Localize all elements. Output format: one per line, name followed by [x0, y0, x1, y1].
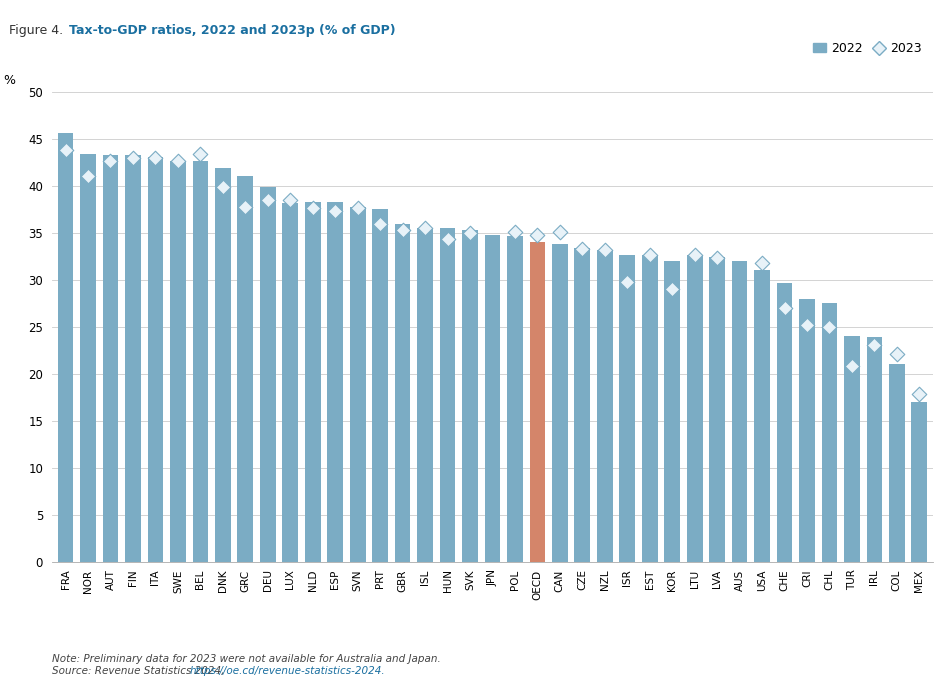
Point — [58, 145, 73, 156]
Bar — [911, 402, 927, 562]
Point — [238, 201, 253, 212]
Bar — [418, 228, 433, 562]
Point — [215, 181, 230, 192]
Point — [103, 155, 118, 166]
Point — [777, 302, 792, 313]
Bar — [575, 248, 590, 562]
Point — [305, 202, 320, 213]
Bar — [462, 230, 478, 562]
Bar — [777, 283, 793, 562]
Bar — [664, 261, 680, 562]
Point — [619, 276, 634, 287]
Bar — [395, 225, 410, 562]
Point — [552, 227, 567, 238]
Point — [170, 155, 186, 166]
Point — [912, 388, 927, 399]
Bar — [844, 336, 860, 562]
Point — [665, 284, 680, 295]
Bar — [192, 161, 208, 562]
Bar — [215, 168, 231, 562]
Bar — [597, 250, 613, 562]
Bar — [349, 206, 366, 562]
Bar — [642, 255, 657, 562]
Point — [350, 202, 366, 213]
Bar — [889, 364, 904, 562]
Point — [688, 250, 703, 261]
Point — [822, 321, 837, 332]
Point — [598, 244, 613, 255]
Text: https://oe.cd/revenue-statistics-2024.: https://oe.cd/revenue-statistics-2024. — [189, 666, 385, 676]
Point — [462, 227, 477, 238]
Text: Tax-to-GDP ratios, 2022 and 2023p (% of GDP): Tax-to-GDP ratios, 2022 and 2023p (% of … — [69, 24, 396, 37]
Bar — [125, 155, 141, 562]
Point — [395, 225, 410, 236]
Bar — [148, 157, 163, 562]
Bar — [799, 299, 814, 562]
Bar — [259, 187, 276, 562]
Point — [845, 361, 860, 372]
Point — [529, 229, 545, 240]
Bar — [170, 161, 186, 562]
Bar — [282, 203, 298, 562]
Bar — [867, 337, 883, 562]
Point — [642, 249, 657, 260]
Bar — [485, 235, 500, 562]
Point — [575, 243, 590, 254]
Point — [282, 195, 297, 206]
Point — [440, 234, 456, 245]
Point — [372, 218, 387, 229]
Point — [867, 339, 882, 350]
Bar — [102, 155, 118, 562]
Point — [755, 257, 770, 268]
Point — [328, 206, 343, 217]
Point — [889, 349, 904, 360]
Bar — [529, 242, 545, 562]
Bar — [372, 210, 388, 562]
Bar — [305, 202, 321, 562]
Point — [148, 153, 163, 163]
Bar — [238, 176, 253, 562]
Bar — [439, 228, 456, 562]
Point — [193, 148, 208, 159]
Text: Note: Preliminary data for 2023 were not available for Australia and Japan.: Note: Preliminary data for 2023 were not… — [52, 654, 441, 664]
Bar — [507, 236, 523, 562]
Bar — [732, 261, 747, 562]
Text: %: % — [4, 74, 16, 87]
Point — [125, 153, 140, 163]
Bar — [80, 154, 96, 562]
Bar — [619, 255, 635, 562]
Point — [799, 319, 814, 330]
Bar — [58, 133, 74, 562]
Bar — [328, 202, 343, 562]
Bar — [709, 257, 725, 562]
Point — [508, 227, 523, 238]
Text: Figure 4.: Figure 4. — [9, 24, 67, 37]
Point — [260, 195, 276, 206]
Text: Source: Revenue Statistics 2024,: Source: Revenue Statistics 2024, — [52, 666, 227, 676]
Bar — [822, 304, 837, 562]
Bar — [754, 270, 770, 562]
Bar — [552, 244, 567, 562]
Legend: 2022, 2023: 2022, 2023 — [809, 37, 926, 60]
Point — [709, 253, 724, 264]
Bar — [687, 255, 703, 562]
Point — [418, 223, 433, 234]
Point — [80, 170, 96, 181]
